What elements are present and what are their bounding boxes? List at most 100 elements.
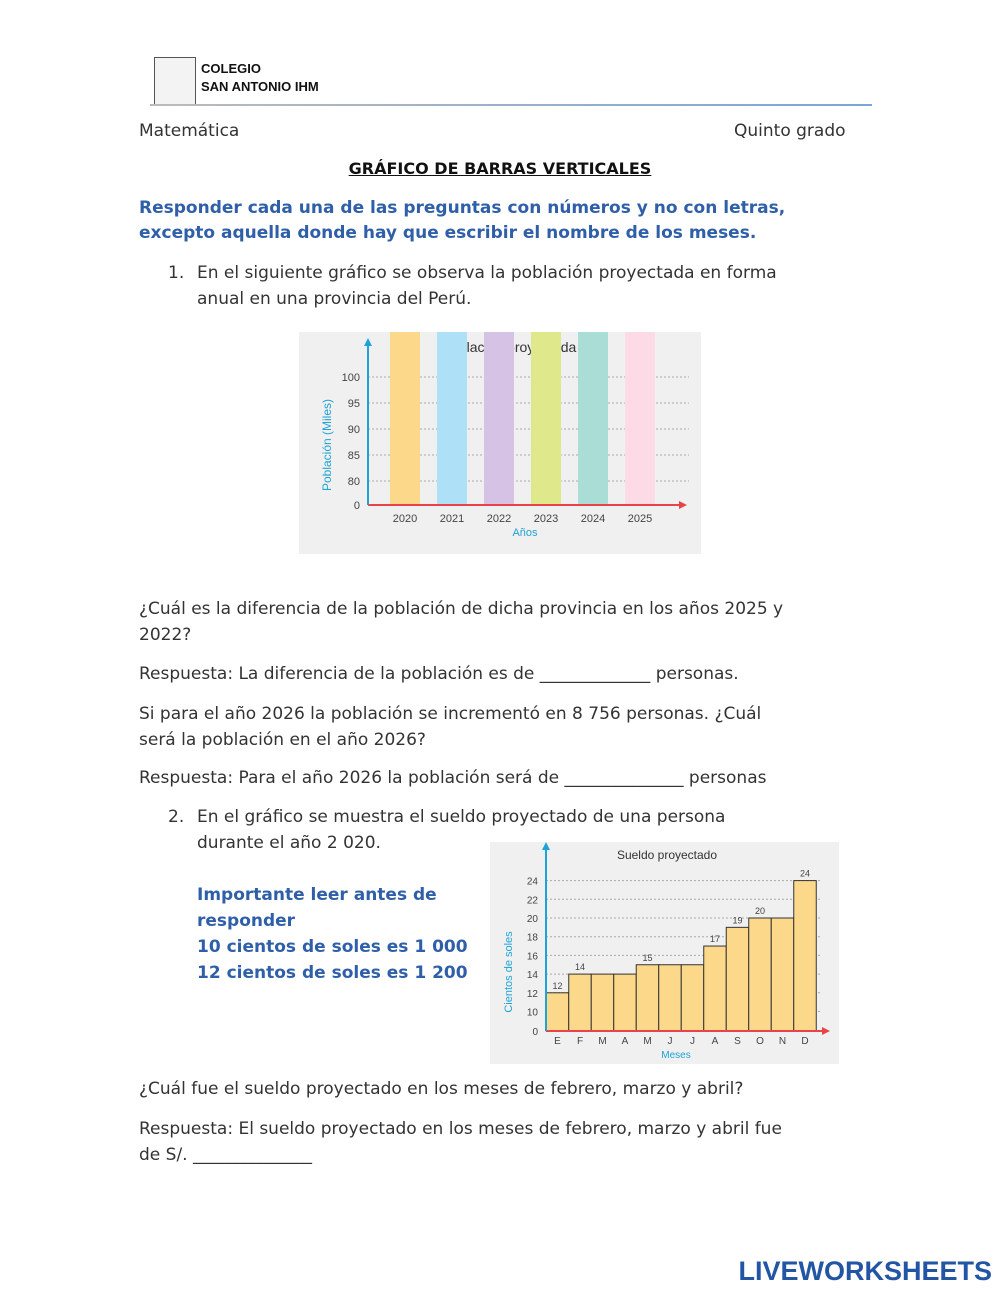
bar-2020 xyxy=(390,332,420,505)
bar-2025 xyxy=(625,332,655,505)
x-axis-arrow-icon xyxy=(679,501,687,509)
q1b-question: Si para el año 2026 la población se incr… xyxy=(139,701,761,753)
x-axis-arrow-icon xyxy=(822,1027,830,1035)
y-tick-label: 0 xyxy=(532,1027,538,1038)
x-tick-label: M xyxy=(598,1036,606,1047)
bar-M xyxy=(590,973,615,1032)
note-line: responder xyxy=(197,911,296,931)
note-line: Importante leer antes de xyxy=(197,885,437,905)
q1b-answer[interactable]: Respuesta: Para el año 2026 la población… xyxy=(139,768,767,788)
bar-A xyxy=(613,973,637,1032)
answer-line: Respuesta: El sueldo proyectado en los m… xyxy=(139,1119,782,1139)
x-tick-label: J xyxy=(690,1036,695,1047)
bar-M xyxy=(635,964,660,1032)
data-label: 15 xyxy=(642,953,652,963)
salary-chart: Sueldo proyectado 0 10 12 14 16 18 20 22 24 12 E 14 F… xyxy=(490,842,839,1064)
header-divider xyxy=(150,104,872,106)
instruction-line: excepto aquella donde hay que escribir e… xyxy=(139,223,757,243)
data-label: 14 xyxy=(575,962,585,972)
data-label: 12 xyxy=(552,981,562,991)
x-tick-label: A xyxy=(622,1036,629,1047)
data-label: 19 xyxy=(732,915,742,925)
school-line-2: SAN ANTONIO IHM xyxy=(201,79,319,94)
data-label: 20 xyxy=(755,906,765,916)
subject: Matemática xyxy=(139,121,240,141)
y-axis-arrow-icon xyxy=(364,338,372,346)
note-line: 12 cientos de soles es 1 200 xyxy=(197,963,468,983)
q1-text: En el siguiente gráfico se observa la po… xyxy=(197,260,777,312)
bar-2021 xyxy=(437,332,467,505)
page-title: GRÁFICO DE BARRAS VERTICALES xyxy=(348,159,652,178)
q1b-line: Si para el año 2026 la población se incr… xyxy=(139,704,762,724)
q2a-question: ¿Cuál fue el sueldo proyectado en los me… xyxy=(139,1079,744,1099)
q1a-line: 2022? xyxy=(139,625,192,645)
q1-line: anual en una provincia del Perú. xyxy=(197,289,472,309)
x-tick-label: 2024 xyxy=(581,513,605,525)
grade: Quinto grado xyxy=(734,121,846,141)
y-tick-label: 12 xyxy=(527,989,539,1000)
x-tick-label: 2025 xyxy=(628,513,652,525)
bar-O xyxy=(748,917,772,1032)
bar-S xyxy=(725,926,750,1032)
bar-F xyxy=(568,973,592,1032)
liveworksheets-logo: LIVEWORKSHEETS xyxy=(738,1256,992,1286)
bar-D xyxy=(793,880,817,1032)
bar-2024 xyxy=(578,332,608,505)
bar-2022 xyxy=(484,332,514,505)
q2-line: En el gráfico se muestra el sueldo proye… xyxy=(197,807,726,827)
y-tick-label: 14 xyxy=(527,970,539,981)
answer-blank-line[interactable]: de S/. ______________ xyxy=(139,1145,312,1165)
y-tick-label: 95 xyxy=(348,398,360,410)
y-tick-label: 0 xyxy=(354,500,360,512)
population-chart: Población proyectada08085909510084 65820… xyxy=(299,332,701,554)
x-tick-label: 2020 xyxy=(393,513,417,525)
x-tick-label: D xyxy=(801,1036,808,1047)
data-label: 17 xyxy=(710,934,720,944)
q1-number: 1. xyxy=(168,263,185,283)
x-axis-label: Meses xyxy=(661,1050,690,1061)
x-tick-label: S xyxy=(734,1036,741,1047)
x-tick-label: N xyxy=(779,1036,786,1047)
bar-2023 xyxy=(531,332,561,505)
y-tick-label: 20 xyxy=(527,914,539,925)
note-line: 10 cientos de soles es 1 000 xyxy=(197,937,468,957)
y-tick-label: 24 xyxy=(527,877,539,888)
school-line-1: COLEGIO xyxy=(201,61,261,76)
bar-J xyxy=(680,964,705,1032)
y-tick-label: 22 xyxy=(527,895,539,906)
bar-E xyxy=(545,992,570,1032)
x-axis-label: Años xyxy=(512,527,538,539)
instruction: Responder cada una de las preguntas con … xyxy=(139,196,785,246)
q1a-answer[interactable]: Respuesta: La diferencia de la población… xyxy=(139,664,739,684)
x-tick-label: 2023 xyxy=(534,513,558,525)
q2-note: Importante leer antes de responder 10 cie… xyxy=(197,882,468,986)
q2a-answer[interactable]: Respuesta: El sueldo proyectado en los m… xyxy=(139,1116,782,1168)
instruction-line: Responder cada una de las preguntas con … xyxy=(139,198,786,218)
chart-title: Sueldo proyectado xyxy=(617,848,717,862)
y-tick-label: 100 xyxy=(342,372,360,384)
y-tick-label: 80 xyxy=(348,476,360,488)
y-tick-label: 10 xyxy=(527,1008,539,1019)
x-tick-label: F xyxy=(577,1036,583,1047)
data-label: 24 xyxy=(800,869,810,879)
y-tick-label: 18 xyxy=(527,933,539,944)
x-tick-label: 2022 xyxy=(487,513,511,525)
school-crest-logo xyxy=(154,57,196,105)
y-axis-label: Población (Miles) xyxy=(320,399,334,491)
y-tick-label: 90 xyxy=(348,424,360,436)
y-axis-arrow-icon xyxy=(542,842,550,850)
y-tick-label: 85 xyxy=(348,450,360,462)
bar-A xyxy=(703,945,727,1032)
q1a-line: ¿Cuál es la diferencia de la población d… xyxy=(139,599,784,619)
q1b-line: será la población en el año 2026? xyxy=(139,730,426,750)
x-tick-label: M xyxy=(643,1036,651,1047)
x-tick-label: 2021 xyxy=(440,513,464,525)
x-tick-label: A xyxy=(712,1036,719,1047)
q2-text: En el gráfico se muestra el sueldo proye… xyxy=(197,804,725,856)
q2-number: 2. xyxy=(168,807,185,827)
bar-J xyxy=(658,964,682,1032)
x-tick-label: O xyxy=(756,1036,764,1047)
q1-line: En el siguiente gráfico se observa la po… xyxy=(197,263,777,283)
y-axis-label: Cientos de soles xyxy=(503,931,515,1013)
